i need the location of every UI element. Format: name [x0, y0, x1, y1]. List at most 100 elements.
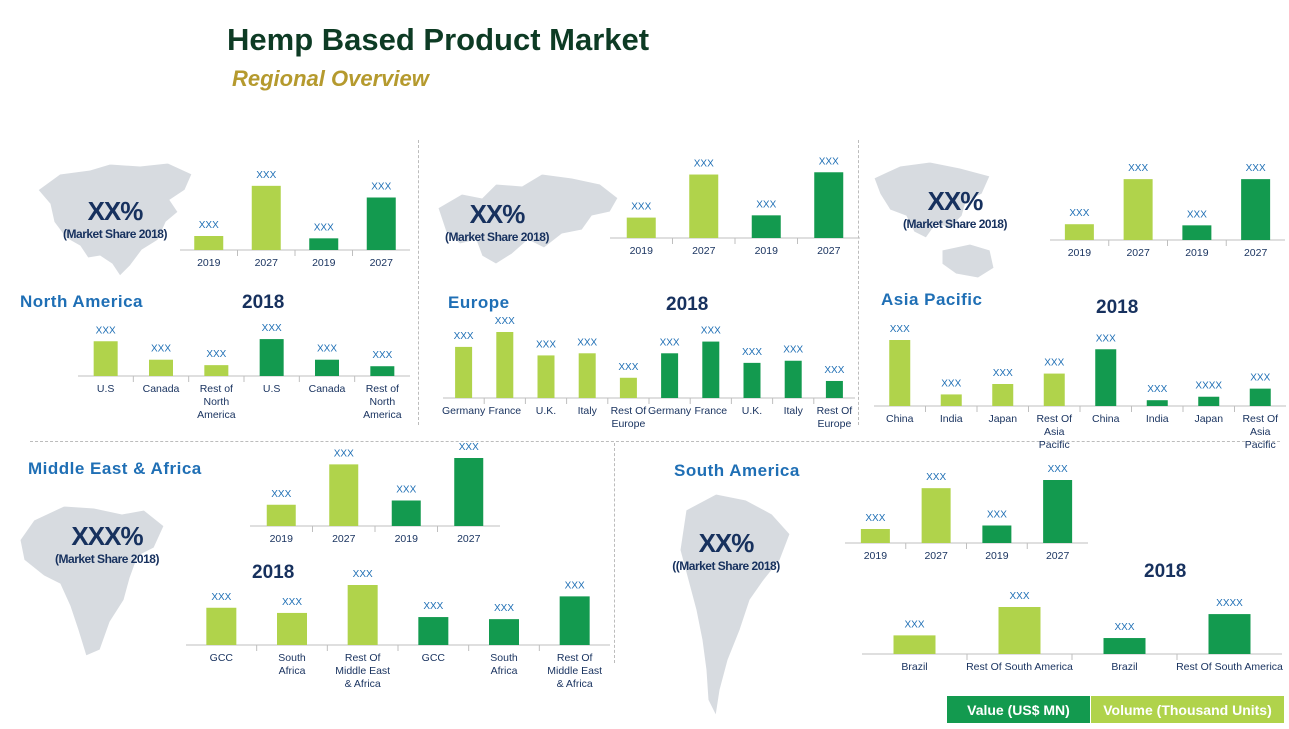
chart-bar-volume: [266, 504, 296, 526]
chart-category-label: Canada: [143, 383, 180, 395]
chart-bar-volume: [921, 488, 951, 543]
chart-category-label: Brazil: [901, 661, 927, 673]
chart-bar-volume: [578, 353, 596, 398]
chart-bar-value: [1043, 480, 1073, 543]
chart-data-label: XXX: [459, 442, 479, 453]
chart-bar-value: [702, 341, 720, 398]
chart-bar-volume: [93, 341, 118, 376]
chart-category-label: 2019: [312, 257, 336, 269]
chart-category-label: South Africa: [278, 652, 306, 677]
chart-data-label: XXX: [694, 159, 714, 170]
chart-category-label: Japan: [1194, 413, 1223, 425]
chart-data-label: XXX: [262, 323, 282, 334]
chart-bar-value: [814, 172, 844, 238]
divider-mea-sa: [614, 443, 615, 663]
year-heading-south-america: 2018: [1144, 561, 1187, 582]
chart-data-label: XXX: [865, 513, 885, 524]
chart-bar-volume: [206, 607, 237, 645]
chart-data-label: XXX: [631, 202, 651, 213]
chart-data-label: XXX: [565, 580, 585, 591]
chart-bar-value: [751, 215, 781, 238]
chart-category-label: 2019: [985, 550, 1009, 562]
share-value: XX%: [87, 196, 144, 226]
chart-bar-value: [315, 359, 339, 376]
chart-bar-volume: [329, 464, 359, 526]
share-asia-pacific: XX% (Market Share 2018): [900, 186, 1010, 231]
chart-data-label: XXX: [1128, 163, 1148, 174]
chart-data-label: XXX: [890, 324, 910, 335]
chart-category-label: 2019: [630, 245, 654, 257]
chart-data-label: XXX: [334, 448, 354, 459]
chart-category-label: 2027: [457, 533, 481, 545]
chart-data-label: XXX: [660, 337, 680, 348]
chart-category-label: U.S: [263, 383, 281, 395]
chart-bar-value: [1249, 388, 1271, 406]
chart-category-label: Germany: [442, 405, 486, 417]
chart-data-label: XXX: [454, 331, 474, 342]
europe-map: [437, 173, 619, 265]
chart-category-label: China: [1092, 413, 1120, 425]
chart-data-label: XXX: [372, 350, 392, 361]
chart-data-label: XXX: [495, 316, 515, 327]
chart-data-label: XXX: [536, 339, 556, 350]
chart-bar-volume: [689, 174, 719, 238]
chart-data-label: XXX: [783, 345, 803, 356]
chart-bar-volume: [940, 394, 962, 406]
share-europe: XX% (Market Share 2018): [442, 199, 552, 244]
chart-category-label: India: [1146, 413, 1169, 425]
chart-category-label: Canada: [309, 383, 346, 395]
chart-category-label: Rest of North America: [197, 383, 236, 421]
chart-data-label: XXXX: [1216, 598, 1243, 609]
chart-bar-value: [743, 362, 761, 398]
chart-data-label: XXX: [96, 325, 116, 336]
chart-data-label: XXX: [824, 365, 844, 376]
chart-bar-value: [1182, 225, 1212, 240]
chart-data-label: XXX: [987, 510, 1007, 521]
chart-europe-2018: XXX Germany XXX France XXX U.K. XXX Italy XXX Res…: [442, 316, 855, 430]
chart-category-label: Brazil: [1111, 661, 1137, 673]
chart-data-label: XXX: [206, 349, 226, 360]
chart-data-label: XXX: [317, 344, 337, 355]
share-value: XXX%: [71, 521, 143, 551]
chart-bar-volume: [347, 585, 378, 645]
chart-data-label: XXXX: [1195, 381, 1222, 392]
chart-category-label: U.K.: [536, 405, 556, 417]
chart-category-label: Rest Of Europe: [611, 405, 647, 430]
region-name-asia-pacific: Asia Pacific: [881, 290, 983, 309]
chart-category-label: 2027: [255, 257, 279, 269]
chart-bar-value: [309, 238, 339, 250]
chart-bar-value: [559, 596, 590, 645]
chart-data-label: XXX: [396, 485, 416, 496]
chart-bar-value: [1103, 638, 1146, 654]
chart-bar-value: [1095, 349, 1117, 406]
chart-bar-value: [418, 617, 449, 645]
chart-category-label: Italy: [578, 405, 598, 417]
chart-bar-value: [391, 500, 421, 526]
chart-category-label: 2027: [1244, 247, 1268, 259]
chart-category-label: 2027: [924, 550, 948, 562]
share-value: XX%: [927, 186, 984, 216]
divider-na-eu: [418, 140, 419, 425]
chart-category-label: Rest Of Asia Pacific: [1036, 413, 1072, 451]
chart-data-label: XXX: [819, 156, 839, 167]
chart-bar-volume: [251, 185, 281, 250]
chart-bar-value: [370, 366, 395, 376]
chart-bar-volume: [626, 217, 656, 238]
chart-category-label: 2019: [864, 550, 888, 562]
chart-category-label: Rest Of Europe: [817, 405, 853, 430]
chart-category-label: 2019: [197, 257, 221, 269]
chart-category-label: France: [488, 405, 521, 417]
chart-category-label: Rest Of South America: [966, 661, 1073, 673]
chart-bar-volume: [204, 365, 229, 376]
chart-bar-value: [259, 339, 284, 376]
chart-category-label: U.S: [97, 383, 115, 395]
chart-data-label: XXX: [1147, 384, 1167, 395]
chart-data-label: XXX: [993, 368, 1013, 379]
chart-bar-value: [784, 360, 802, 398]
share-note: (Market Share 2018): [903, 217, 1007, 231]
chart-bar-volume: [889, 340, 911, 406]
chart-bar-value: [1198, 396, 1220, 406]
chart-north-america-2018: XXX U.S XXX Canada XXX Rest of North America XXX…: [78, 323, 410, 421]
north-america-map: [37, 162, 193, 277]
chart-category-label: Japan: [988, 413, 1017, 425]
